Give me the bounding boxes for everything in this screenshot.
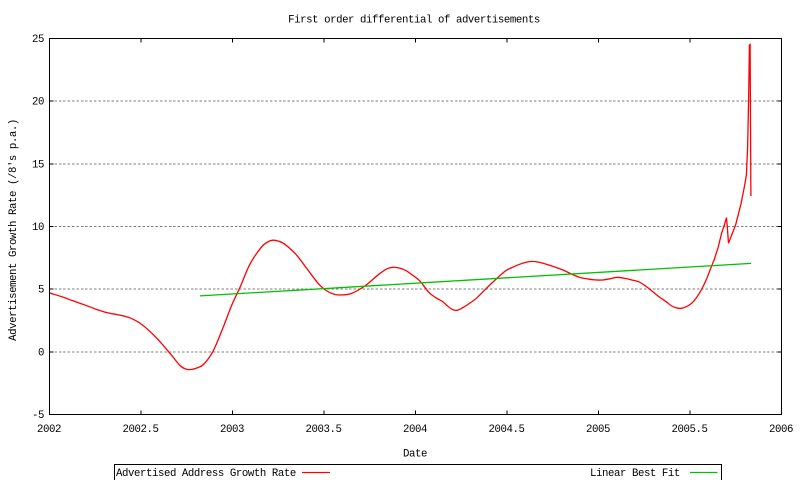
svg-text:10: 10: [32, 222, 44, 234]
svg-text:15: 15: [32, 159, 44, 171]
svg-text:25: 25: [32, 34, 44, 46]
svg-text:2004.5: 2004.5: [489, 424, 525, 436]
svg-text:Linear Best Fit: Linear Best Fit: [590, 468, 680, 480]
svg-text:5: 5: [38, 285, 44, 297]
svg-text:Advertised Address Growth Rate: Advertised Address Growth Rate: [116, 468, 296, 480]
svg-text:2005: 2005: [586, 424, 610, 436]
svg-text:2003.5: 2003.5: [306, 424, 342, 436]
svg-text:2002.5: 2002.5: [123, 424, 159, 436]
svg-text:-5: -5: [32, 410, 44, 422]
svg-text:2003: 2003: [220, 424, 244, 436]
svg-text:0: 0: [38, 347, 44, 359]
svg-text:2002: 2002: [37, 424, 61, 436]
svg-text:2005.5: 2005.5: [672, 424, 708, 436]
svg-text:Advertisement Growth Rate (/8': Advertisement Growth Rate (/8's p.a.): [8, 119, 20, 341]
svg-text:20: 20: [32, 97, 44, 109]
svg-text:Date: Date: [403, 449, 427, 461]
svg-text:First order differential of ad: First order differential of advertisemen…: [288, 15, 540, 27]
svg-text:2006: 2006: [769, 424, 793, 436]
svg-text:2004: 2004: [403, 424, 427, 436]
